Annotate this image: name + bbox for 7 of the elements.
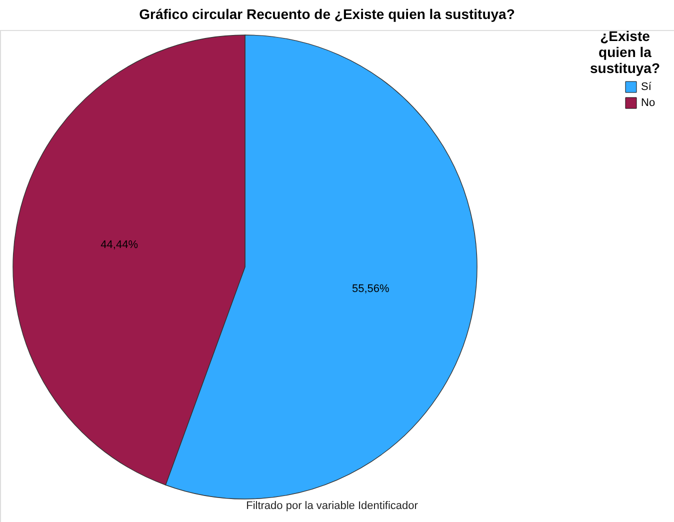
data-label: 55,56%: [352, 283, 390, 296]
data-label: 44,44%: [100, 238, 138, 251]
text: Filtrado por la variable Identificador: [246, 500, 418, 512]
chart-title: Gráfico circular Recuento de ¿Existe quien la sustituya?: [139, 6, 515, 22]
legend-label: Sí: [641, 81, 652, 93]
legend-title: ¿Existe quien la sustituya?: [590, 28, 660, 76]
legend-label: No: [641, 97, 656, 109]
